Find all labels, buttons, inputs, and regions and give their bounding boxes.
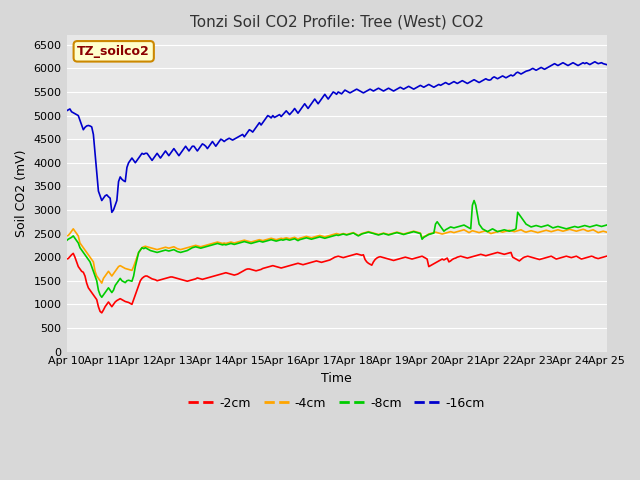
-8cm <box>111 283 119 288</box>
Line: -2cm: -2cm <box>67 252 607 313</box>
-2cm <box>330 255 337 261</box>
X-axis label: Time: Time <box>321 372 352 385</box>
-2cm <box>63 256 70 262</box>
-2cm <box>182 278 189 284</box>
-16cm <box>111 203 119 208</box>
-16cm <box>603 62 611 68</box>
Line: -8cm: -8cm <box>67 201 607 297</box>
Line: -16cm: -16cm <box>67 62 607 212</box>
-2cm <box>111 299 119 305</box>
-2cm <box>603 253 611 259</box>
Title: Tonzi Soil CO2 Profile: Tree (West) CO2: Tonzi Soil CO2 Profile: Tree (West) CO2 <box>189 15 483 30</box>
-8cm <box>330 233 337 239</box>
-4cm <box>184 245 191 251</box>
-8cm <box>98 294 106 300</box>
-8cm <box>470 198 478 204</box>
-16cm <box>532 67 540 73</box>
-2cm <box>98 310 106 316</box>
-8cm <box>601 223 609 228</box>
-16cm <box>108 209 116 215</box>
-4cm <box>534 230 541 236</box>
-2cm <box>162 276 170 281</box>
-4cm <box>69 226 77 232</box>
-4cm <box>98 280 106 286</box>
-16cm <box>330 89 337 95</box>
-2cm <box>493 250 501 255</box>
Line: -4cm: -4cm <box>67 229 607 283</box>
-8cm <box>162 247 170 253</box>
-4cm <box>601 229 609 235</box>
-4cm <box>331 231 339 237</box>
-16cm <box>162 148 170 154</box>
-8cm <box>534 223 541 229</box>
-8cm <box>182 248 189 254</box>
-4cm <box>113 266 121 272</box>
-16cm <box>601 61 609 67</box>
-2cm <box>534 256 541 262</box>
-2cm <box>601 254 609 260</box>
-16cm <box>591 59 598 65</box>
-16cm <box>63 108 70 114</box>
-4cm <box>163 245 171 251</box>
-8cm <box>63 238 70 243</box>
-4cm <box>63 233 70 239</box>
Text: TZ_soilco2: TZ_soilco2 <box>77 45 150 58</box>
-8cm <box>603 222 611 228</box>
Legend: -2cm, -4cm, -8cm, -16cm: -2cm, -4cm, -8cm, -16cm <box>183 392 490 415</box>
-4cm <box>603 229 611 235</box>
-16cm <box>182 144 189 149</box>
Y-axis label: Soil CO2 (mV): Soil CO2 (mV) <box>15 150 28 237</box>
